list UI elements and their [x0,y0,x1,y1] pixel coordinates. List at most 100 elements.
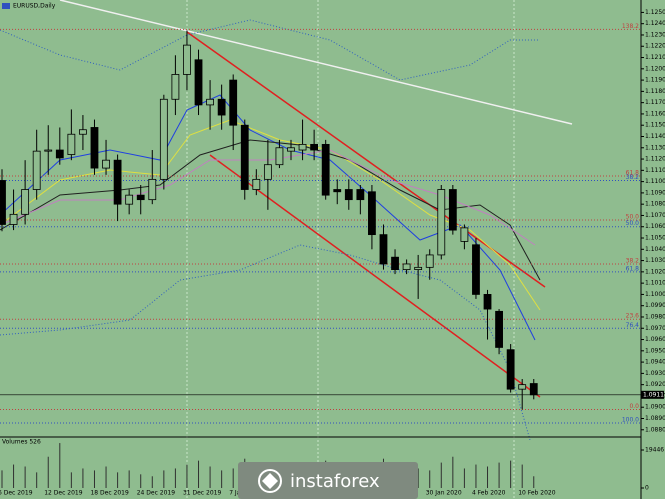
level-label: 23.6 [626,313,640,320]
y-tick-label: 1.1140 [645,133,665,140]
y-tick-label: 1.1020 [645,268,665,275]
level-label: 76.4 [626,322,640,329]
candle-body [402,263,411,270]
candle-body [425,254,434,268]
y-tick-label: 1.1010 [645,280,665,287]
bollinger-band [0,19,540,81]
v-tick-label: 0 [645,485,649,492]
y-tick-label: 1.1030 [645,257,665,264]
candle-body [321,143,330,196]
level-label: 0.0 [629,403,639,410]
logo-text: instaforex [290,471,380,492]
candle-body [287,147,295,152]
level-label: 38.2 [626,257,640,264]
candle-body [240,124,249,190]
candle-body [263,164,272,180]
candle-body [194,59,203,106]
y-tick-label: 1.0950 [645,347,665,354]
candle-body [414,266,423,270]
y-tick-label: 1.1150 [645,122,665,129]
candle-body [483,294,492,310]
volume-title: Volumes 526 [2,439,41,446]
candle-body [495,310,503,348]
logo: instaforex [238,462,418,499]
candle-body [529,383,538,396]
candle-body [391,256,399,270]
x-tick-label: 4 Feb 2020 [472,490,506,497]
symbol-icon [2,3,10,9]
candle-body [310,143,319,151]
logo-box [238,462,418,499]
candle-body [171,74,180,100]
candle-body [102,159,110,169]
candle-body [21,189,30,215]
candle-body [518,384,527,390]
candle-body [0,180,6,225]
current-price-box [641,390,664,399]
level-label: 50.0 [626,213,640,220]
y-tick-label: 1.1110 [645,167,665,174]
moving-average [0,119,541,311]
candle-body [148,178,157,201]
x-tick-label: 10 Feb 2020 [518,490,556,497]
candle-body [252,178,261,190]
candle-body [472,244,480,295]
y-tick-label: 1.1170 [645,99,665,106]
y-tick-label: 1.1080 [645,201,665,208]
candle-body [448,189,457,231]
level-label: 61.8 [626,265,640,272]
channel-line [209,154,541,398]
y-tick-label: 1.1210 [645,54,665,61]
trend-line [59,0,573,125]
y-tick-label: 1.1070 [645,212,665,219]
y-tick-label: 1.1090 [645,189,665,196]
level-label: 61.8 [626,169,640,176]
y-tick-label: 1.1200 [645,65,665,72]
y-tick-label: 1.0990 [645,302,665,309]
candle-body [44,149,53,152]
candle-body [136,194,145,201]
y-tick-label: 1.1190 [645,77,665,84]
y-tick-label: 1.1120 [645,156,665,163]
y-tick-label: 1.1250 [645,9,665,16]
y-tick-label: 1.1130 [645,144,665,151]
candle-body [55,149,64,159]
candle-body [298,143,307,151]
y-tick-label: 1.0880 [645,426,665,433]
level-label: 138.2 [622,23,639,30]
y-tick-label: 1.0890 [645,415,665,422]
y-tick-label: 1.1240 [645,20,665,27]
y-tick-label: 1.1160 [645,110,665,117]
y-tick-label: 1.1050 [645,235,665,242]
candle-body [379,234,388,265]
candle-body [368,191,376,236]
x-tick-label: 30 Jan 2020 [426,490,462,497]
x-tick-label: 31 Dec 2019 [183,490,222,497]
candle-body [229,79,238,126]
level-label: 50.0 [626,220,640,227]
y-tick-label: 1.0940 [645,359,665,366]
level-label: 100.0 [622,417,639,424]
y-tick-label: 1.1220 [645,43,665,50]
y-tick-label: 1.1040 [645,246,665,253]
chart-title: EURUSD,Daily [13,3,56,10]
candle-body [79,129,87,135]
candle-body [460,227,469,242]
x-tick-label: 12 Dec 2019 [44,490,83,497]
candle-body [183,44,191,75]
candle-body [90,127,99,169]
y-tick-label: 1.1100 [645,178,665,185]
candle-body [113,159,122,205]
x-tick-label: 6 Dec 2019 [0,490,33,497]
candle-body [159,98,168,180]
candle-body [217,98,226,116]
y-tick-label: 1.0920 [645,381,665,388]
logo-icon [262,473,278,489]
y-tick-label: 1.0930 [645,370,665,377]
candle-body [356,189,365,201]
logo-icon [258,469,282,493]
candle-body [125,194,134,205]
